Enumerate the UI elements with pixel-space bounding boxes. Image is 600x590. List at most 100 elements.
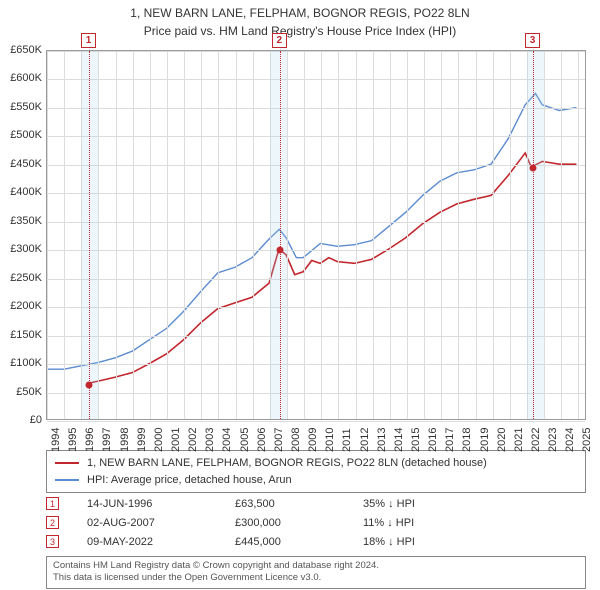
y-axis-label: £500K: [10, 129, 42, 141]
x-axis-label: 2014: [393, 428, 405, 452]
x-axis-label: 2003: [204, 428, 216, 452]
y-axis-label: £400K: [10, 186, 42, 198]
event-price: £300,000: [235, 517, 335, 529]
gridline-v: [116, 51, 117, 419]
x-axis-label: 2004: [221, 428, 233, 452]
x-axis-label: 2001: [170, 428, 182, 452]
marker-number: 1: [81, 33, 96, 48]
y-axis-label: £150K: [10, 329, 42, 341]
gridline-v: [287, 51, 288, 419]
gridline-v: [373, 51, 374, 419]
gridline-h: [47, 421, 585, 422]
gridline-v: [441, 51, 442, 419]
gridline-v: [167, 51, 168, 419]
legend-label: 1, NEW BARN LANE, FELPHAM, BOGNOR REGIS,…: [87, 455, 487, 472]
y-axis-label: £200K: [10, 300, 42, 312]
y-axis-label: £550K: [10, 101, 42, 113]
y-axis-label: £50K: [16, 386, 42, 398]
gridline-h: [47, 51, 585, 52]
x-axis-label: 1996: [84, 428, 96, 452]
events-table: 1 14-JUN-1996 £63,500 35% ↓ HPI 2 02-AUG-2007…: [46, 494, 586, 551]
chart-title: 1, NEW BARN LANE, FELPHAM, BOGNOR REGIS,…: [0, 0, 600, 24]
gridline-v: [424, 51, 425, 419]
event-delta: 18% ↓ HPI: [363, 536, 415, 548]
legend-label: HPI: Average price, detached house, Arun: [87, 472, 292, 489]
gridline-v: [578, 51, 579, 419]
event-number: 2: [46, 516, 59, 529]
x-axis-label: 2002: [187, 428, 199, 452]
gridline-v: [304, 51, 305, 419]
event-date: 09-MAY-2022: [87, 536, 207, 548]
event-date: 02-AUG-2007: [87, 517, 207, 529]
gridline-v: [218, 51, 219, 419]
footer-box: Contains HM Land Registry data © Crown c…: [46, 556, 586, 589]
gridline-v: [561, 51, 562, 419]
gridline-v: [133, 51, 134, 419]
event-price: £63,500: [235, 498, 335, 510]
x-axis-label: 2024: [564, 428, 576, 452]
gridline-v: [510, 51, 511, 419]
gridline-h: [47, 250, 585, 251]
x-axis-label: 1994: [50, 428, 62, 452]
gridline-h: [47, 336, 585, 337]
gridline-v: [253, 51, 254, 419]
x-axis-label: 2000: [153, 428, 165, 452]
series-property: [89, 153, 577, 383]
marker-dot: [530, 164, 537, 171]
gridline-h: [47, 307, 585, 308]
gridline-v: [98, 51, 99, 419]
x-axis-label: 2010: [324, 428, 336, 452]
x-axis-label: 2025: [581, 428, 593, 452]
gridline-v: [236, 51, 237, 419]
y-axis-label: £300K: [10, 243, 42, 255]
y-axis-label: £650K: [10, 44, 42, 56]
event-delta: 35% ↓ HPI: [363, 498, 415, 510]
gridline-v: [390, 51, 391, 419]
gridline-v: [321, 51, 322, 419]
gridline-h: [47, 222, 585, 223]
y-axis-label: £600K: [10, 72, 42, 84]
y-axis-label: £100K: [10, 357, 42, 369]
event-row: 309-MAY-2022£445,00018% ↓ HPI: [46, 532, 586, 551]
marker-dot: [276, 247, 283, 254]
y-axis-label: £250K: [10, 272, 42, 284]
y-axis-label: £450K: [10, 158, 42, 170]
marker-line: [533, 51, 534, 419]
y-axis-label: £350K: [10, 215, 42, 227]
gridline-v: [407, 51, 408, 419]
legend-row: 1, NEW BARN LANE, FELPHAM, BOGNOR REGIS,…: [55, 455, 577, 472]
event-row: 1 14-JUN-1996 £63,500 35% ↓ HPI: [46, 494, 586, 513]
x-axis-label: 2009: [307, 428, 319, 452]
gridline-h: [47, 165, 585, 166]
gridline-h: [47, 136, 585, 137]
x-axis-label: 2006: [256, 428, 268, 452]
gridline-v: [544, 51, 545, 419]
event-price: £445,000: [235, 536, 335, 548]
gridline-v: [184, 51, 185, 419]
x-axis-label: 2021: [513, 428, 525, 452]
event-date: 14-JUN-1996: [87, 498, 207, 510]
gridline-v: [201, 51, 202, 419]
x-axis-label: 1997: [101, 428, 113, 452]
x-axis-label: 1999: [136, 428, 148, 452]
x-axis-label: 2005: [239, 428, 251, 452]
event-number: 1: [46, 497, 59, 510]
legend-swatch: [55, 479, 79, 481]
x-axis-label: 2012: [359, 428, 371, 452]
legend-swatch: [55, 462, 79, 464]
gridline-h: [47, 79, 585, 80]
x-axis-label: 2007: [273, 428, 285, 452]
gridline-v: [493, 51, 494, 419]
x-axis-label: 2018: [461, 428, 473, 452]
legend-box: 1, NEW BARN LANE, FELPHAM, BOGNOR REGIS,…: [46, 450, 586, 493]
x-axis-label: 2017: [444, 428, 456, 452]
x-axis-label: 2022: [530, 428, 542, 452]
x-axis-label: 2008: [290, 428, 302, 452]
marker-band: [270, 51, 287, 419]
gridline-v: [64, 51, 65, 419]
gridline-v: [476, 51, 477, 419]
gridline-v: [150, 51, 151, 419]
y-axis-label: £0: [30, 414, 42, 426]
marker-band: [527, 51, 544, 419]
x-axis-label: 2023: [547, 428, 559, 452]
